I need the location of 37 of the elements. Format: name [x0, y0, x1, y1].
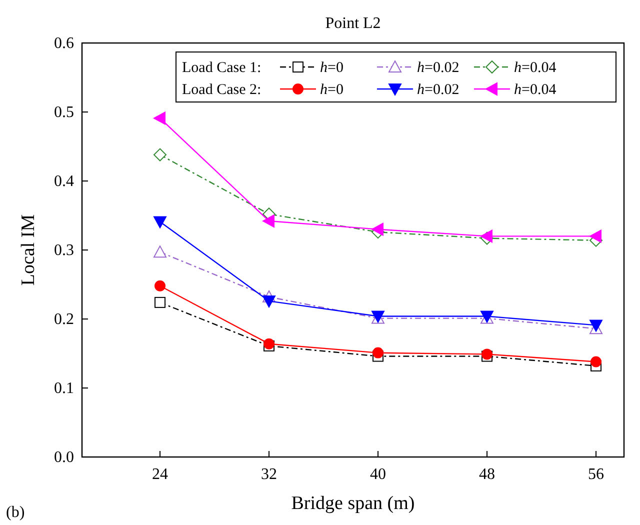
legend-label: h=0	[320, 82, 344, 98]
point	[262, 214, 274, 228]
point	[590, 356, 602, 368]
x-tick-label: 32	[261, 466, 277, 483]
y-tick-label: 0.2	[54, 311, 74, 328]
x-axis-title: Bridge span (m)	[291, 493, 415, 514]
point	[154, 296, 166, 308]
point	[154, 216, 166, 228]
point	[154, 112, 166, 125]
annotation: Load Case 1:	[182, 60, 262, 76]
point	[590, 320, 602, 332]
point	[154, 280, 166, 292]
x-tick-label: 48	[479, 466, 495, 483]
chart-title: Point L2	[325, 15, 381, 32]
y-tick-label: 0.3	[54, 242, 74, 259]
legend-label: h=0.02	[417, 60, 460, 76]
point	[372, 222, 384, 236]
point	[262, 296, 276, 308]
y-tick-label: 0.1	[54, 380, 74, 397]
y-tick-label: 0.5	[54, 104, 74, 121]
legend-label: h=0.02	[417, 82, 460, 98]
legend-label: h=0	[320, 60, 344, 76]
point	[372, 347, 384, 358]
point	[154, 148, 166, 162]
annotation: Load Case 2:	[182, 82, 262, 98]
y-axis-title: Local IM	[18, 214, 39, 286]
point	[154, 246, 166, 258]
legend-label: h=0.04	[514, 60, 557, 76]
x-tick-label: 40	[370, 466, 386, 483]
point	[590, 230, 602, 243]
y-tick-label: 0.4	[54, 173, 74, 190]
y-tick-label: 0.0	[54, 449, 74, 466]
text: (b)	[6, 504, 25, 521]
x-tick-label: 24	[152, 466, 168, 483]
y-tick-label: 0.6	[54, 35, 74, 52]
x-tick-label: 56	[588, 466, 604, 483]
legend-label: h=0.04	[514, 82, 557, 98]
